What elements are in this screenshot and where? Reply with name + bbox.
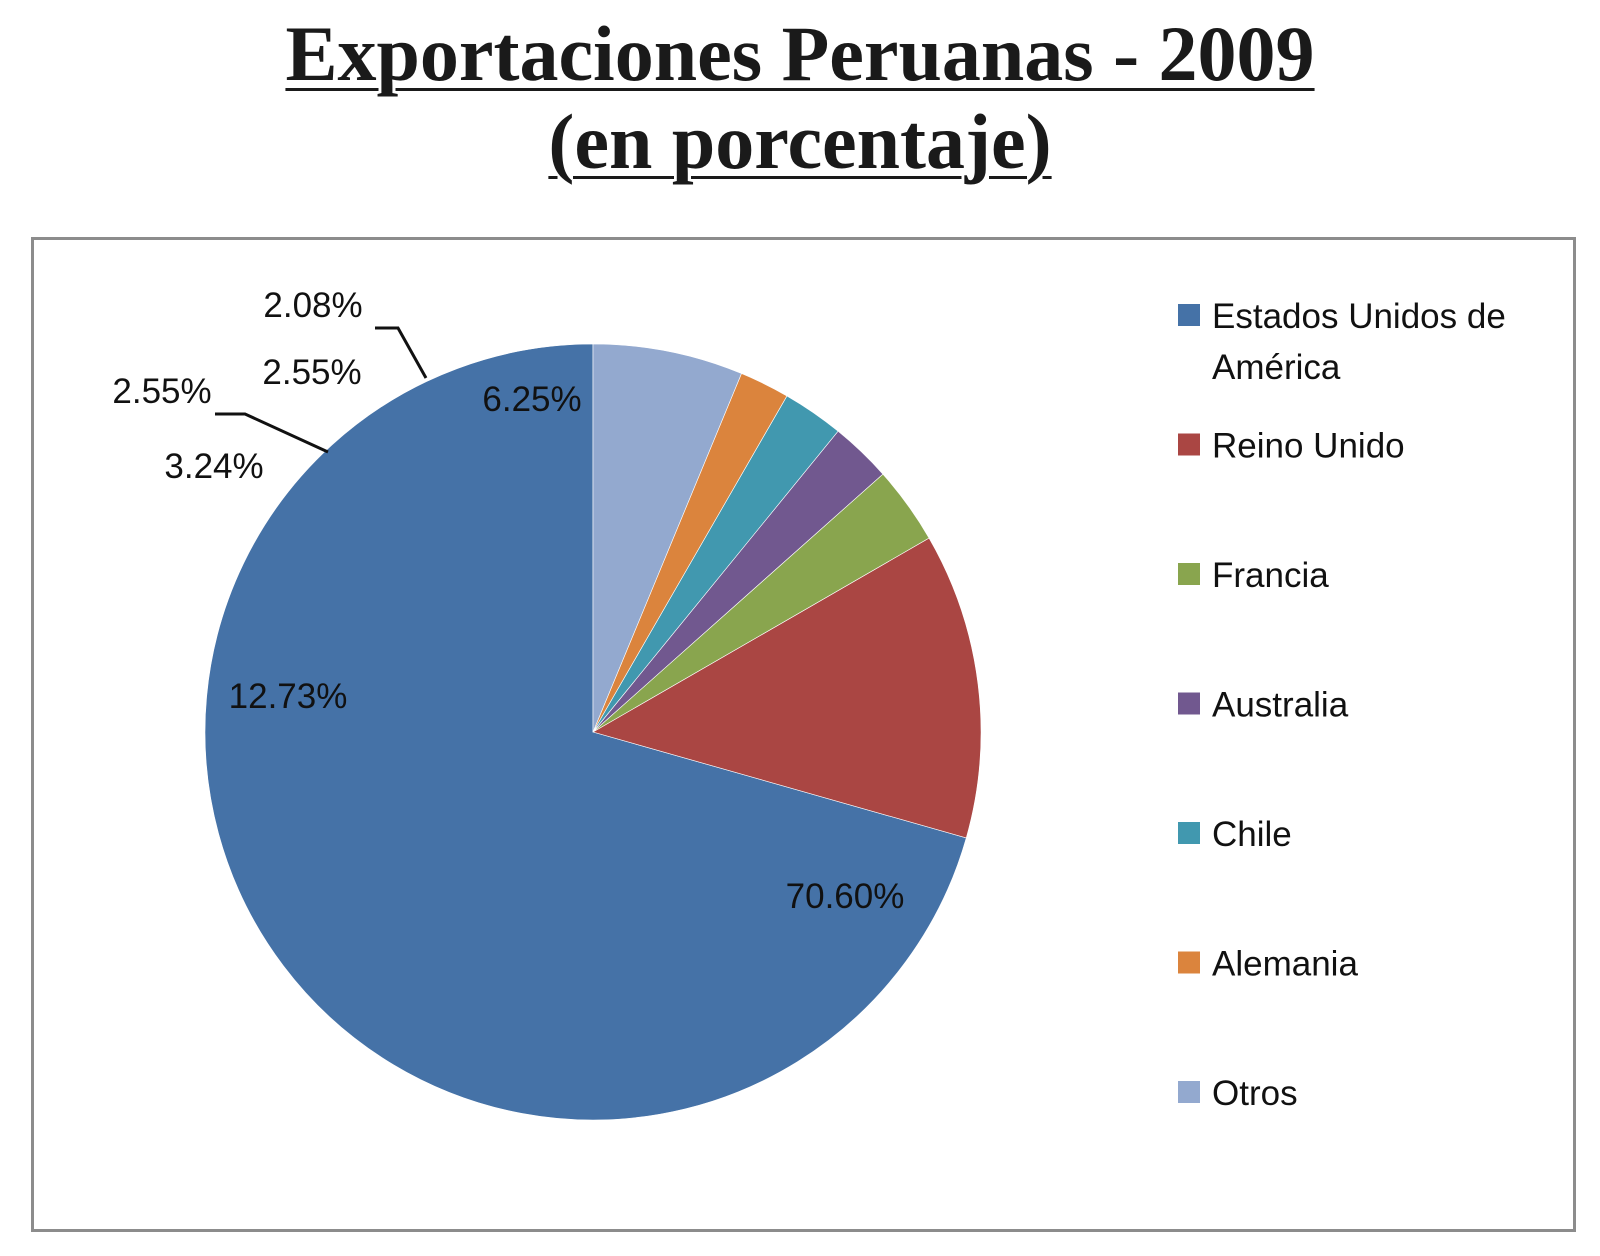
legend-swatch	[1178, 951, 1200, 974]
legend-item: Reino Unido	[1178, 427, 1405, 466]
pie-slice-reino-unido	[592, 537, 982, 839]
legend-label: Reino Unido	[1212, 427, 1405, 466]
data-label: 70.60%	[786, 877, 905, 916]
pie-slice-estados-unidos-de-am-rica	[204, 343, 967, 1121]
legend-item: Australia	[1178, 686, 1349, 725]
data-label: 3.24%	[164, 447, 263, 486]
data-label: 12.73%	[229, 677, 348, 716]
chart-title-line2: (en porcentaje)	[548, 98, 1052, 185]
data-labels: 70.60% 12.73% 3.24% 2.55% 2.55% 2.08% 6.25%	[112, 286, 904, 916]
legend-swatch	[1178, 304, 1200, 326]
leader-line	[375, 326, 428, 379]
legend-item: Francia	[1178, 556, 1329, 595]
legend-label: Otros	[1212, 1074, 1298, 1113]
data-label: 6.25%	[482, 380, 581, 419]
legend-item: Otros	[1178, 1074, 1298, 1113]
legend-label: Alemania	[1212, 945, 1358, 984]
legend-label: Chile	[1212, 815, 1292, 854]
data-label: 2.08%	[263, 286, 362, 325]
data-label: 2.55%	[262, 353, 361, 392]
legend-label: Francia	[1212, 556, 1329, 595]
legend-item: Estados Unidos de América	[1178, 297, 1506, 387]
chart-title-line1: Exportaciones Peruanas - 2009	[285, 10, 1315, 97]
legend-label: América	[1212, 348, 1341, 387]
chart-frame	[31, 237, 1576, 1232]
legend: Estados Unidos de América Reino Unido Franc…	[1178, 297, 1506, 1113]
pie-slice-otros	[592, 343, 742, 733]
chart-title: Exportaciones Peruanas - 2009 (en porcen…	[0, 10, 1600, 186]
legend-swatch	[1178, 692, 1200, 715]
leader-line	[215, 412, 329, 454]
legend-label: Estados Unidos de	[1212, 297, 1506, 336]
legend-label: Australia	[1212, 686, 1349, 725]
legend-item: Chile	[1178, 815, 1292, 854]
legend-swatch	[1178, 433, 1200, 456]
data-label: 2.55%	[112, 372, 211, 411]
legend-swatch	[1178, 1081, 1200, 1103]
legend-swatch	[1178, 563, 1200, 585]
legend-swatch	[1178, 822, 1200, 844]
legend-item: Alemania	[1178, 945, 1358, 984]
pie-slices	[204, 343, 982, 1121]
